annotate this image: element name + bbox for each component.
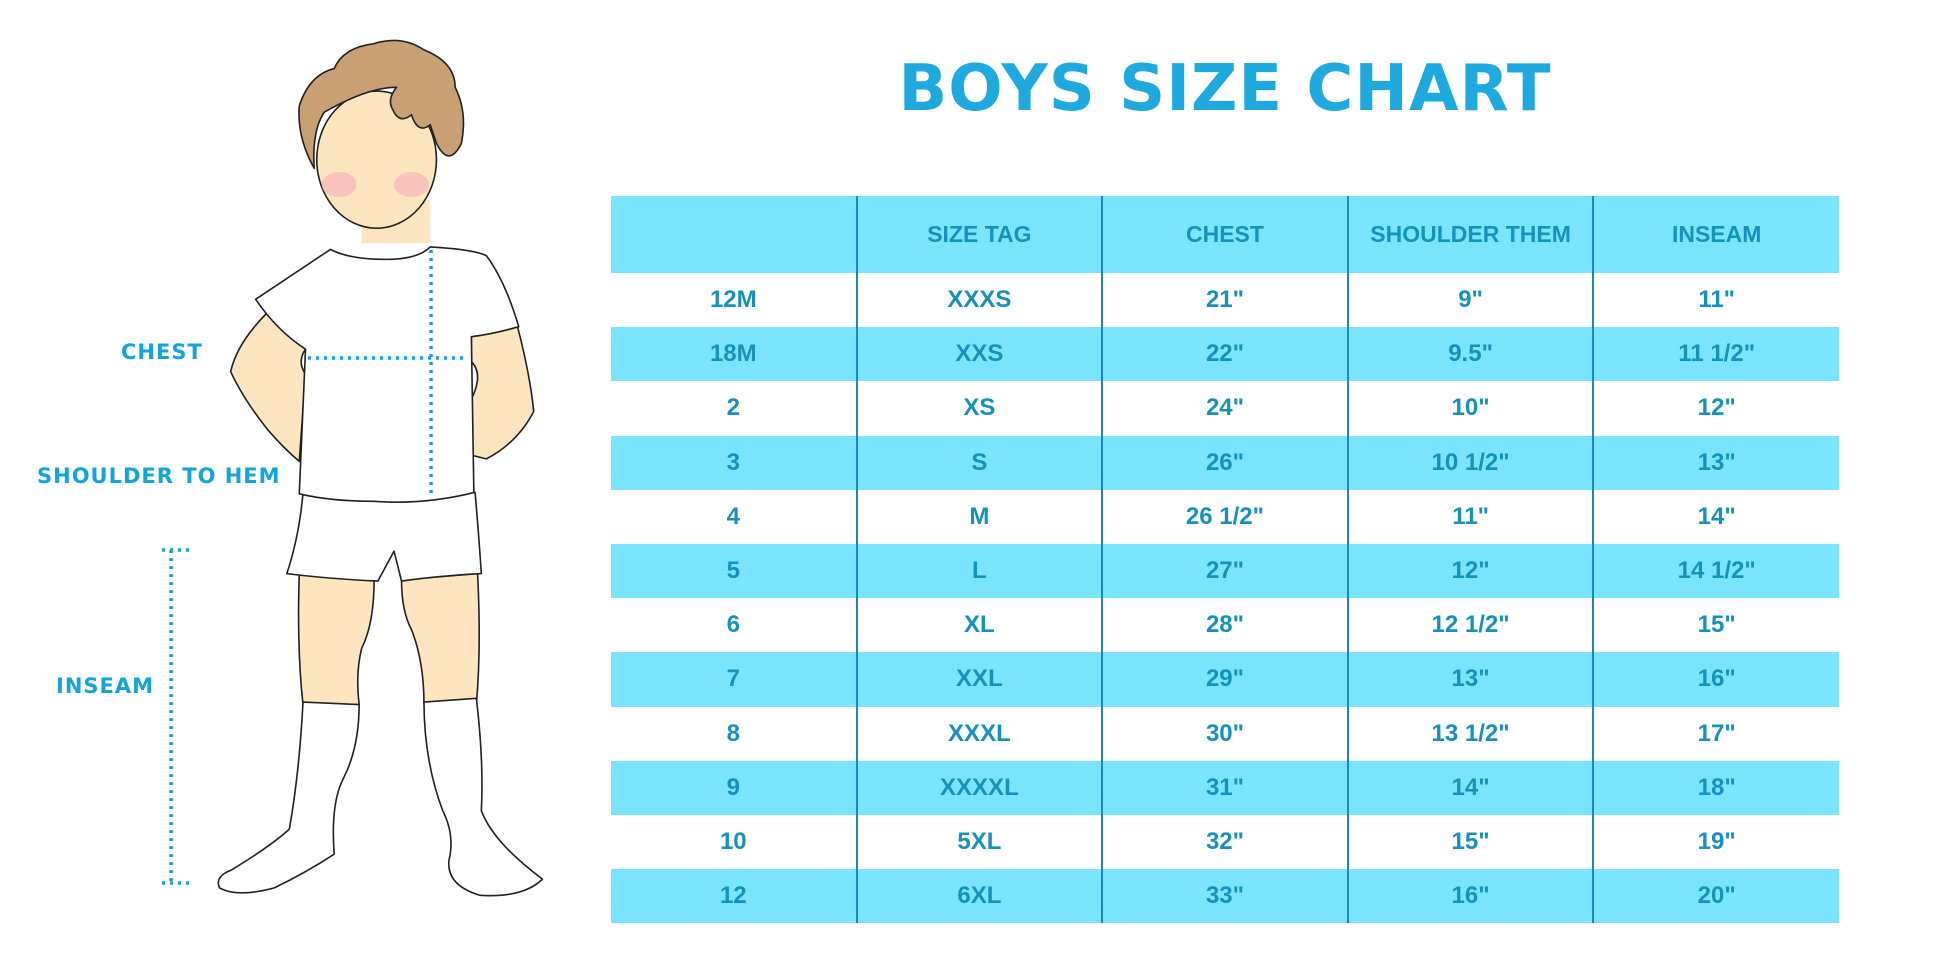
cell-inseam: 11" bbox=[1592, 273, 1839, 328]
cell-age: 2 bbox=[726, 394, 740, 422]
cell-inseam: 18" bbox=[1592, 760, 1839, 815]
cell-inseam: 20" bbox=[1592, 869, 1839, 924]
cell-shoulder: 10 1/2" bbox=[1346, 435, 1594, 490]
table-row: 12 6XL 33" 16" 20" bbox=[611, 869, 1839, 924]
cell-chest: 29" bbox=[1101, 652, 1348, 707]
header-age bbox=[611, 196, 857, 273]
cell-size-tag: 6XL bbox=[855, 869, 1103, 924]
cell-size-tag: XS bbox=[855, 381, 1103, 436]
header-chest: CHEST bbox=[1101, 196, 1348, 273]
table-row: 7 XXL 29" 13" 16" bbox=[611, 652, 1839, 707]
inseam-label: INSEAM bbox=[56, 674, 155, 698]
cell-age: 8 bbox=[726, 719, 740, 747]
size-chart-table: SIZE TAG CHEST SHOULDER THEM INSEAM 12M X… bbox=[611, 196, 1839, 924]
cell-chest: 21" bbox=[1101, 273, 1348, 328]
cell-size-tag: XXS bbox=[855, 327, 1103, 382]
cell-size-tag: XXXS bbox=[855, 273, 1103, 328]
cell-age: 3 bbox=[611, 435, 857, 490]
cell-inseam: 13" bbox=[1592, 435, 1839, 490]
cell-inseam: 19" bbox=[1592, 814, 1839, 870]
header-inseam: INSEAM bbox=[1592, 196, 1839, 273]
header-shoulder: SHOULDER THEM bbox=[1346, 196, 1594, 273]
cell-shoulder: 15" bbox=[1346, 814, 1594, 870]
cell-chest: 26 1/2" bbox=[1101, 489, 1348, 544]
cell-inseam: 14" bbox=[1592, 489, 1839, 544]
leg-left bbox=[297, 572, 375, 706]
cell-shoulder: 13" bbox=[1346, 652, 1594, 707]
cell-shoulder: 12" bbox=[1346, 543, 1594, 599]
cell-shoulder: 13 1/2" bbox=[1346, 706, 1594, 761]
cell-age: 4 bbox=[726, 502, 740, 530]
cell-chest: 30" bbox=[1101, 706, 1348, 761]
cell-chest: 22" bbox=[1101, 327, 1348, 382]
cell-shoulder: 11" bbox=[1346, 489, 1594, 544]
page-title: BOYS SIZE CHART bbox=[898, 52, 1552, 126]
cell-shoulder: 9" bbox=[1346, 273, 1594, 328]
cell-inseam: 14 1/2" bbox=[1592, 543, 1839, 599]
cell-age: 9 bbox=[611, 760, 857, 815]
table-row: 5 L 27" 12" 14 1/2" bbox=[611, 543, 1839, 599]
cell-chest: 26" bbox=[1101, 435, 1348, 490]
leg-right bbox=[400, 572, 481, 706]
table-row: 12M XXXS 21" 9" 11" bbox=[611, 273, 1839, 328]
sock-left bbox=[217, 701, 360, 894]
cell-inseam: 16" bbox=[1592, 652, 1839, 707]
cell-inseam: 17" bbox=[1592, 706, 1839, 761]
cell-chest: 27" bbox=[1101, 543, 1348, 599]
boy-illustration bbox=[162, 39, 544, 897]
cell-size-tag: S bbox=[855, 435, 1103, 490]
table-row: 8 XXXL 30" 13 1/2" 17" bbox=[611, 706, 1839, 761]
table-row: 3 S 26" 10 1/2" 13" bbox=[611, 435, 1839, 490]
table-row: 18M XXS 22" 9.5" 11 1/2" bbox=[611, 327, 1839, 382]
shirt bbox=[254, 246, 520, 503]
cell-shoulder: 10" bbox=[1346, 381, 1594, 436]
cell-shoulder: 9.5" bbox=[1346, 327, 1594, 382]
cell-age: 18M bbox=[611, 327, 857, 382]
cell-age: 7 bbox=[611, 652, 857, 707]
table-row: 10 5XL 32" 15" 19" bbox=[611, 814, 1839, 870]
arm-right bbox=[470, 325, 535, 460]
cell-chest: 32" bbox=[1101, 814, 1348, 870]
table-row: 6 XL 28" 12 1/2" 15" bbox=[611, 598, 1839, 653]
cell-size-tag: L bbox=[855, 543, 1103, 599]
cell-age: 12M bbox=[709, 286, 757, 314]
shoulder-to-hem-label: SHOULDER TO HEM bbox=[37, 464, 281, 488]
hair bbox=[298, 39, 465, 170]
cell-size-tag: XXXXL bbox=[855, 760, 1103, 815]
chest-label: CHEST bbox=[121, 340, 203, 364]
cell-inseam: 12" bbox=[1592, 381, 1839, 436]
cell-age: 5 bbox=[611, 543, 857, 599]
cell-age: 10 bbox=[719, 827, 747, 855]
cell-inseam: 15" bbox=[1592, 598, 1839, 653]
cell-chest: 31" bbox=[1101, 760, 1348, 815]
cell-age: 12 bbox=[611, 869, 857, 924]
cell-chest: 28" bbox=[1101, 598, 1348, 653]
cell-size-tag: M bbox=[855, 489, 1103, 544]
table-header-row: SIZE TAG CHEST SHOULDER THEM INSEAM bbox=[611, 196, 1839, 273]
header-size-tag: SIZE TAG bbox=[855, 196, 1103, 273]
cell-shoulder: 12 1/2" bbox=[1346, 598, 1594, 653]
sock-right bbox=[423, 697, 544, 897]
cell-shoulder: 16" bbox=[1346, 869, 1594, 924]
cell-size-tag: 5XL bbox=[855, 814, 1103, 870]
cell-chest: 33" bbox=[1101, 869, 1348, 924]
cell-size-tag: XXL bbox=[855, 652, 1103, 707]
cell-size-tag: XXXL bbox=[855, 706, 1103, 761]
arm-left bbox=[229, 310, 307, 463]
table-row: 9 XXXXL 31" 14" 18" bbox=[611, 760, 1839, 815]
table-row: 4 M 26 1/2" 11" 14" bbox=[611, 489, 1839, 544]
cell-chest: 24" bbox=[1101, 381, 1348, 436]
cell-inseam: 11 1/2" bbox=[1592, 327, 1839, 382]
table-row: 2 XS 24" 10" 12" bbox=[611, 381, 1839, 436]
cell-shoulder: 14" bbox=[1346, 760, 1594, 815]
shorts bbox=[285, 491, 483, 582]
cell-age: 6 bbox=[726, 611, 740, 639]
cell-size-tag: XL bbox=[855, 598, 1103, 653]
